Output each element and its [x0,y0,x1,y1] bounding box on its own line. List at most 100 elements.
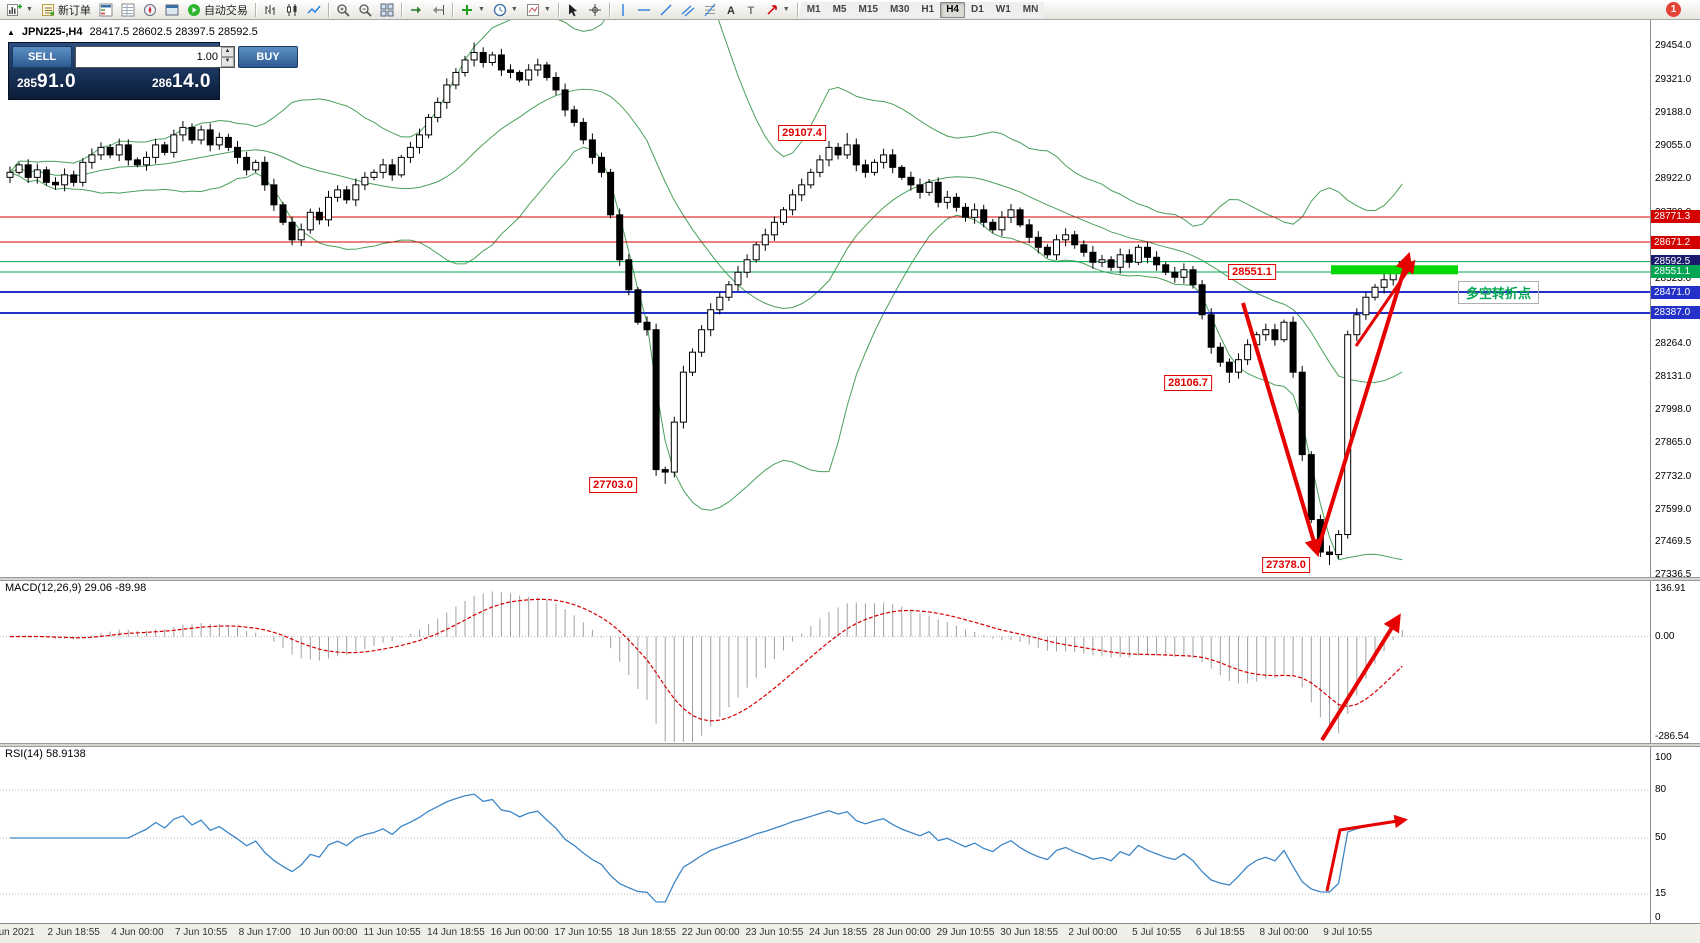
chart-shift-button[interactable] [427,1,449,19]
timeframe-m1-button[interactable]: M1 [800,1,827,18]
volume-up-icon[interactable]: ▲ [221,47,234,57]
new-order-icon [41,3,54,16]
notifications-badge[interactable]: 1 [1666,2,1681,17]
new-order-label: 新订单 [57,4,91,17]
ohlc-values: 28417.5 28602.5 28397.5 28592.5 [89,26,258,38]
autotrading-play-icon [187,3,200,16]
clock-icon [493,3,507,16]
timeframe-m30-button[interactable]: M30 [883,1,916,18]
bar-chart-icon [265,4,275,15]
svg-text:T: T [747,5,754,17]
cursor-icon [568,3,577,16]
crosshair-icon [588,3,601,16]
dropdown-caret-icon: ▼ [477,6,485,13]
candlestick-mode-button[interactable] [281,1,303,19]
market-watch-button[interactable] [95,1,117,19]
volume-spinner: ▲ ▼ [221,47,234,67]
symbol-header: ▲ JPN225-,H4 28417.5 28602.5 28397.5 285… [7,26,258,38]
vertical-line-tool-button[interactable] [613,1,633,19]
navigator-button[interactable] [139,1,161,19]
bar-chart-mode-button[interactable] [259,1,281,19]
indicators-button[interactable]: ▼ [456,1,489,19]
buy-price: 286 14.0 [151,71,211,92]
tile-windows-button[interactable] [376,1,398,19]
toolbar: ▼ 新订单 自动交易 [0,0,1700,20]
rsi-plot [0,789,1650,903]
trend-arrows[interactable] [1241,251,1416,892]
crosshair-button[interactable] [584,1,606,19]
label-tool-button[interactable]: T [741,1,761,19]
toolbar-separator [327,2,329,17]
candles [6,42,1406,566]
text-icon: A [727,5,735,17]
one-click-toggle-icon[interactable]: ▲ [7,27,15,37]
market-watch-icon [99,3,113,16]
timeframe-h1-button[interactable]: H1 [915,1,941,18]
horizontal-line-objects[interactable] [0,216,1650,314]
macd-label: MACD(12,26,9) 29.06 -89.98 [5,582,147,594]
line-chart-mode-button[interactable] [303,1,325,19]
fibonacci-tool-button[interactable] [699,1,721,19]
channel-tool-button[interactable] [677,1,699,19]
terminal-icon [165,4,179,15]
tile-windows-icon [380,3,394,16]
periods-button[interactable]: ▼ [489,1,522,19]
vertical-line-icon [622,3,624,16]
new-chart-icon [7,3,22,16]
candlestick-icon [286,3,297,16]
label-icon: T [747,5,754,17]
trendline-tool-button[interactable] [655,1,677,19]
auto-scroll-button[interactable] [405,1,427,19]
data-window-icon [121,3,135,16]
rsi-label: RSI(14) 58.9138 [5,748,86,760]
data-window-button[interactable] [117,1,139,19]
toolbar-separator [796,2,798,17]
price-axis-border [1650,20,1651,923]
panel-divider-rsi[interactable] [0,743,1700,747]
line-chart-icon [307,5,321,14]
turning-point-note[interactable]: 多空转折点 [1458,281,1540,304]
highlight-bar[interactable] [1331,265,1458,275]
terminal-button[interactable] [161,1,183,19]
volume-down-icon[interactable]: ▼ [221,57,234,67]
panel-divider-macd[interactable] [0,577,1700,581]
buy-button[interactable]: BUY [238,46,298,68]
add-indicator-icon [461,4,472,15]
timeframe-d1-button[interactable]: D1 [965,1,990,18]
sell-price: 285 91.0 [17,71,77,92]
volume-box: ▲ ▼ [75,46,235,68]
volume-input[interactable] [76,47,221,67]
chart-background [0,20,1700,923]
symbol-title: JPN225-,H4 [21,26,83,38]
navigator-icon [143,3,156,16]
autotrading-button[interactable]: 自动交易 [183,1,252,19]
timeframe-m5-button[interactable]: M5 [826,1,853,18]
new-chart-button[interactable]: ▼ [3,1,37,19]
arrows-tool-button[interactable]: ▼ [761,1,794,19]
timeframe-mn-button[interactable]: MN [1016,1,1045,18]
zoom-out-icon [359,3,372,17]
autotrading-label: 自动交易 [203,4,248,17]
toolbar-separator [451,2,453,17]
toolbar-separator [608,2,610,17]
horizontal-line-icon [637,8,650,11]
zoom-out-button[interactable] [354,1,376,19]
templates-button[interactable]: ▼ [522,1,555,19]
text-tool-button[interactable]: A [721,1,741,19]
horizontal-line-tool-button[interactable] [633,1,655,19]
cursor-button[interactable] [562,1,584,19]
timeframe-h4-button[interactable]: H4 [940,1,965,18]
zoom-in-button[interactable] [332,1,354,19]
timeframe-w1-button[interactable]: W1 [989,1,1017,18]
new-order-button[interactable]: 新订单 [37,1,95,19]
toolbar-separator [254,2,256,17]
dropdown-caret-icon: ▼ [543,6,551,13]
zoom-in-icon [337,3,350,17]
macd-plot [0,591,1650,742]
svg-text:A: A [727,5,735,17]
timeframe-m15-button[interactable]: M15 [852,1,884,18]
sell-button[interactable]: SELL [12,46,72,68]
arrow-tool-icon [767,4,777,15]
fibonacci-icon [704,3,716,16]
